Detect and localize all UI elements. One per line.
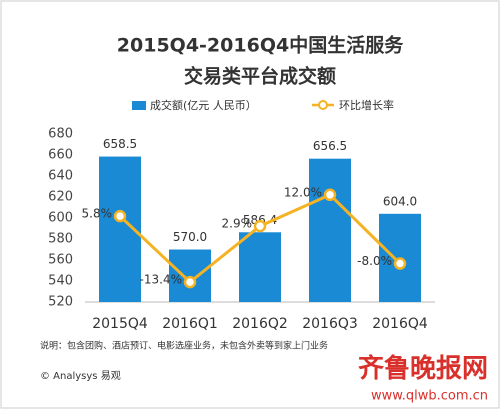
line-point xyxy=(253,219,267,233)
value-label: 604.0 xyxy=(383,194,417,208)
bar xyxy=(169,249,211,302)
value-label: 2.9% xyxy=(222,217,253,231)
y-tick-label: 520 xyxy=(48,295,73,310)
value-label: 658.5 xyxy=(103,137,137,151)
line-point xyxy=(183,275,197,289)
legend-swatch xyxy=(132,101,146,110)
legend-label: 环比增长率 xyxy=(339,98,394,112)
bar xyxy=(309,158,351,302)
y-tick-label: 660 xyxy=(48,148,73,163)
chart-title: 2015Q4-2016Q4中国生活服务 xyxy=(117,34,404,57)
value-label: -8.0% xyxy=(357,254,392,268)
source: © Analysys 易观 xyxy=(40,370,121,382)
bar xyxy=(239,232,281,302)
footnote: 说明：包含团购、酒店预订、电影选座业务，未包含外卖等到家上门业务 xyxy=(40,340,328,352)
y-tick-label: 580 xyxy=(48,232,73,247)
value-label: -13.4% xyxy=(140,273,182,287)
x-tick-label: 2016Q3 xyxy=(302,316,358,332)
x-tick-label: 2016Q2 xyxy=(232,316,288,332)
y-tick-label: 640 xyxy=(48,169,73,184)
watermark: 齐鲁晚报网 xyxy=(358,353,488,384)
x-tick-label: 2015Q4 xyxy=(92,316,148,332)
x-tick-label: 2016Q1 xyxy=(162,316,218,332)
legend-label: 成交额(亿元 人民币） xyxy=(150,98,257,112)
line-point xyxy=(323,188,337,202)
x-tick-label: 2016Q4 xyxy=(372,316,428,332)
line-point xyxy=(393,257,407,270)
line-point xyxy=(113,209,127,223)
chart-title: 交易类平台成交额 xyxy=(184,65,336,88)
legend-swatch xyxy=(318,100,328,110)
y-tick-label: 540 xyxy=(48,274,73,289)
value-label: 570.0 xyxy=(173,230,207,244)
y-tick-label: 600 xyxy=(48,211,73,226)
value-label: 656.5 xyxy=(313,139,347,153)
y-tick-label: 620 xyxy=(48,190,73,205)
watermark-url: www.qlwb.com.cn xyxy=(371,389,488,404)
y-tick-label: 560 xyxy=(48,253,73,268)
value-label: 5.8% xyxy=(82,207,113,221)
value-label: 12.0% xyxy=(284,185,322,199)
y-tick-label: 680 xyxy=(48,127,73,142)
